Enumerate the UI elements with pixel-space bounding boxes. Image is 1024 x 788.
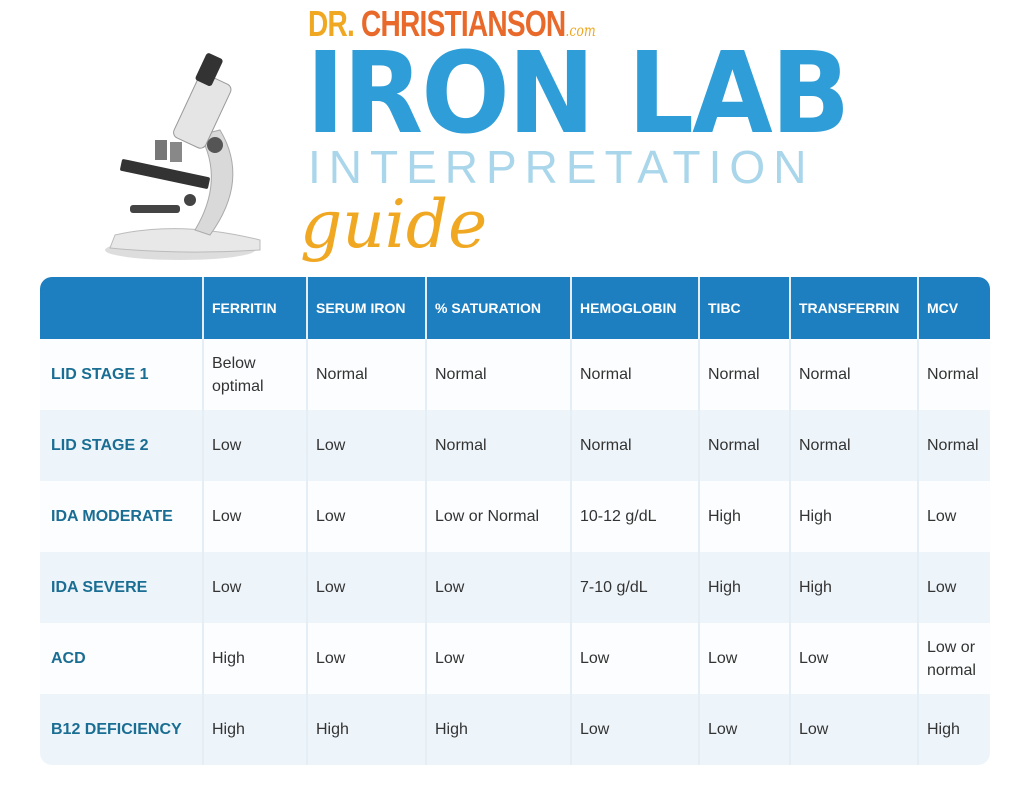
table-cell: Low	[306, 623, 425, 694]
row-label: LID STAGE 1	[40, 339, 202, 410]
table-cell: Low	[306, 552, 425, 623]
table-cell: Low	[789, 623, 917, 694]
table-cell: High	[698, 481, 789, 552]
row-label: LID STAGE 2	[40, 410, 202, 481]
table-cell: 10-12 g/dL	[570, 481, 698, 552]
table-cell: High	[917, 694, 990, 765]
row-label: ACD	[40, 623, 202, 694]
table-cell: Low	[570, 623, 698, 694]
table-row: B12 DEFICIENCY High High High Low Low Low High	[40, 694, 990, 765]
table-cell: High	[698, 552, 789, 623]
table-cell: Low	[425, 552, 570, 623]
table-cell: Low or normal	[917, 623, 990, 694]
row-label: B12 DEFICIENCY	[40, 694, 202, 765]
table-cell: High	[425, 694, 570, 765]
table-cell: High	[202, 694, 306, 765]
microscope-icon	[105, 53, 261, 260]
table-cell: Normal	[917, 339, 990, 410]
table-cell: Normal	[570, 339, 698, 410]
col-header-mcv: MCV	[917, 277, 990, 339]
iron-lab-table: FERRITIN SERUM IRON % SATURATION HEMOGLO…	[40, 277, 990, 765]
table-cell: Low	[306, 410, 425, 481]
table-row: LID STAGE 2 Low Low Normal Normal Normal Norma…	[40, 410, 990, 481]
brand-logo: DR. CHRISTIANSON.com	[308, 3, 596, 44]
table-row: ACD High Low Low Low Low Low Low or normal	[40, 623, 990, 694]
table-cell: Normal	[917, 410, 990, 481]
col-header-ferritin: FERRITIN	[202, 277, 306, 339]
table-cell: Normal	[306, 339, 425, 410]
table-cell: High	[789, 481, 917, 552]
table-cell: Low	[202, 410, 306, 481]
row-label: IDA SEVERE	[40, 552, 202, 623]
table-cell: Low	[789, 694, 917, 765]
page-title: IRON LAB	[306, 29, 850, 159]
col-header-tibc: TIBC	[698, 277, 789, 339]
table-cell: Normal	[425, 410, 570, 481]
row-label: IDA MODERATE	[40, 481, 202, 552]
table-row: IDA MODERATE Low Low Low or Normal 10-12 g/d…	[40, 481, 990, 552]
table-cell: Low	[698, 694, 789, 765]
page-subtitle: INTERPRETATION	[308, 141, 815, 193]
col-header-serum-iron: SERUM IRON	[306, 277, 425, 339]
table-cell: Low	[425, 623, 570, 694]
table-cell: Normal	[789, 339, 917, 410]
table-cell: Normal	[570, 410, 698, 481]
table-header-row: FERRITIN SERUM IRON % SATURATION HEMOGLO…	[40, 277, 990, 339]
table-cell: Normal	[698, 339, 789, 410]
col-header-hemoglobin: HEMOGLOBIN	[570, 277, 698, 339]
table-cell: High	[306, 694, 425, 765]
table-cell: Low	[698, 623, 789, 694]
table-row: LID STAGE 1 Below optimal Normal Normal Norm…	[40, 339, 990, 410]
col-header-saturation: % SATURATION	[425, 277, 570, 339]
table-cell: Low	[202, 552, 306, 623]
table-cell: Low	[570, 694, 698, 765]
guide-script: guide	[300, 186, 488, 263]
table-cell: Low	[917, 552, 990, 623]
table-cell: Low	[306, 481, 425, 552]
table-cell: Low or Normal	[425, 481, 570, 552]
table-cell: High	[789, 552, 917, 623]
col-header	[40, 277, 202, 339]
table-cell: Below optimal	[202, 339, 306, 410]
table-row: IDA SEVERE Low Low Low 7-10 g/dL High High Low	[40, 552, 990, 623]
table-cell: High	[202, 623, 306, 694]
table-cell: 7-10 g/dL	[570, 552, 698, 623]
table-cell: Low	[202, 481, 306, 552]
table-cell: Low	[917, 481, 990, 552]
table-cell: Normal	[789, 410, 917, 481]
table-cell: Normal	[698, 410, 789, 481]
table-cell: Normal	[425, 339, 570, 410]
col-header-transferrin: TRANSFERRIN	[789, 277, 917, 339]
